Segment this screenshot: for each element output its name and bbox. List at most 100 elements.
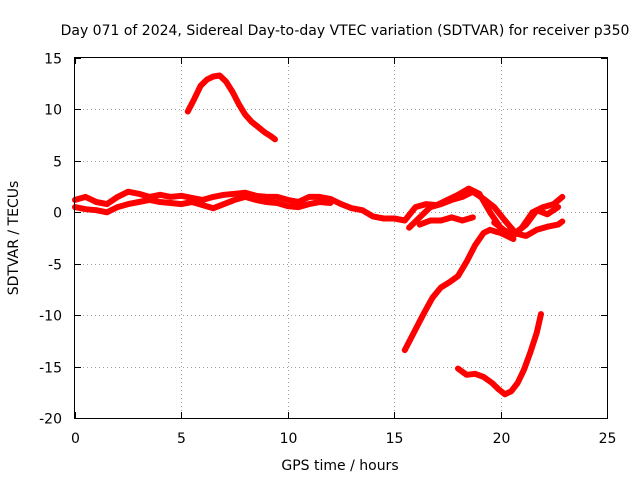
data-point xyxy=(221,201,227,207)
data-point xyxy=(147,197,152,203)
y-axis-label: SDTVAR / TECUs xyxy=(6,181,22,296)
x-tick-label: 15 xyxy=(386,431,404,447)
data-point xyxy=(200,197,206,203)
plot-frame xyxy=(74,57,608,419)
data-point xyxy=(544,224,550,230)
data-point xyxy=(198,83,204,89)
data-point xyxy=(459,194,465,200)
data-point xyxy=(534,227,540,233)
data-point xyxy=(268,133,274,139)
data-point xyxy=(93,207,99,213)
data-point xyxy=(104,201,110,207)
data-point xyxy=(391,216,397,221)
data-point xyxy=(274,200,280,206)
data-point xyxy=(555,222,561,228)
data-point xyxy=(491,204,497,210)
data-point xyxy=(470,189,476,195)
data-point xyxy=(338,201,344,207)
data-point xyxy=(136,199,142,205)
data-point xyxy=(370,213,376,219)
x-tick-label: 20 xyxy=(493,431,511,447)
data-point xyxy=(415,322,421,328)
data-point xyxy=(261,129,267,135)
data-point xyxy=(204,77,210,83)
series-line-arc-7 xyxy=(401,226,517,354)
data-point xyxy=(508,388,514,394)
data-point xyxy=(427,204,433,210)
data-point xyxy=(191,96,197,102)
x-tick-label: 25 xyxy=(599,431,617,447)
x-tick-label: 5 xyxy=(177,431,186,447)
data-point xyxy=(402,347,408,353)
y-tick-label: 0 xyxy=(53,206,62,222)
data-point xyxy=(438,284,444,290)
x-tick-label: 0 xyxy=(71,431,80,447)
data-point xyxy=(189,195,195,201)
data-point xyxy=(359,207,365,213)
data-point xyxy=(449,214,455,220)
data-point xyxy=(242,194,248,200)
grid-layer xyxy=(75,58,607,418)
data-point xyxy=(189,199,195,205)
data-point xyxy=(555,204,561,210)
data-point xyxy=(470,214,476,220)
data-point xyxy=(464,372,470,378)
data-point xyxy=(125,201,131,207)
data-point xyxy=(157,192,163,198)
series-line-arc-5 xyxy=(416,214,476,228)
x-tick-label: 10 xyxy=(280,431,298,447)
chart-title: Day 071 of 2024, Sidereal Day-to-day VTE… xyxy=(61,23,630,39)
data-point xyxy=(534,207,540,213)
data-point xyxy=(327,200,333,206)
data-point xyxy=(559,194,565,200)
data-point xyxy=(540,204,546,210)
data-point xyxy=(472,242,478,248)
data-point xyxy=(510,236,516,242)
data-point xyxy=(104,209,110,215)
data-point xyxy=(487,209,493,215)
data-point xyxy=(538,311,544,317)
data-point xyxy=(459,218,465,223)
data-point xyxy=(438,218,444,223)
data-point xyxy=(381,216,387,221)
y-tick-label: 15 xyxy=(44,52,62,68)
data-point xyxy=(232,197,238,203)
y-tick-label: -15 xyxy=(39,361,62,377)
data-point xyxy=(200,202,206,208)
data-point xyxy=(221,192,227,198)
data-point xyxy=(255,124,261,130)
data-point xyxy=(93,199,99,205)
series-layer xyxy=(72,72,566,398)
ticks-layer: 0 5 10 15 20 25 -20 -15 -10 -5 0 5 10 15 xyxy=(39,52,616,448)
data-point xyxy=(210,194,216,200)
data-point xyxy=(493,229,499,235)
data-point xyxy=(249,119,255,125)
data-point xyxy=(402,218,408,223)
data-point xyxy=(232,191,238,197)
data-point xyxy=(481,196,487,202)
data-point xyxy=(83,206,89,212)
data-point xyxy=(523,233,529,239)
data-point xyxy=(502,218,508,223)
data-point xyxy=(168,200,174,206)
y-tick-label: 10 xyxy=(44,103,62,119)
data-point xyxy=(115,194,121,200)
data-point xyxy=(236,101,242,107)
data-point xyxy=(438,201,444,207)
data-point xyxy=(551,201,557,207)
data-point xyxy=(491,220,497,226)
data-point xyxy=(230,89,235,95)
data-point xyxy=(527,349,533,355)
data-point xyxy=(178,201,184,207)
data-point xyxy=(427,218,433,223)
data-point xyxy=(242,112,248,118)
data-point xyxy=(559,219,565,224)
data-point xyxy=(349,205,355,211)
data-point xyxy=(115,204,121,210)
series-line-arc-8 xyxy=(455,311,544,398)
data-point xyxy=(274,194,280,200)
y-tick-label: -20 xyxy=(39,412,62,428)
data-point xyxy=(504,233,510,239)
data-point xyxy=(136,191,142,197)
